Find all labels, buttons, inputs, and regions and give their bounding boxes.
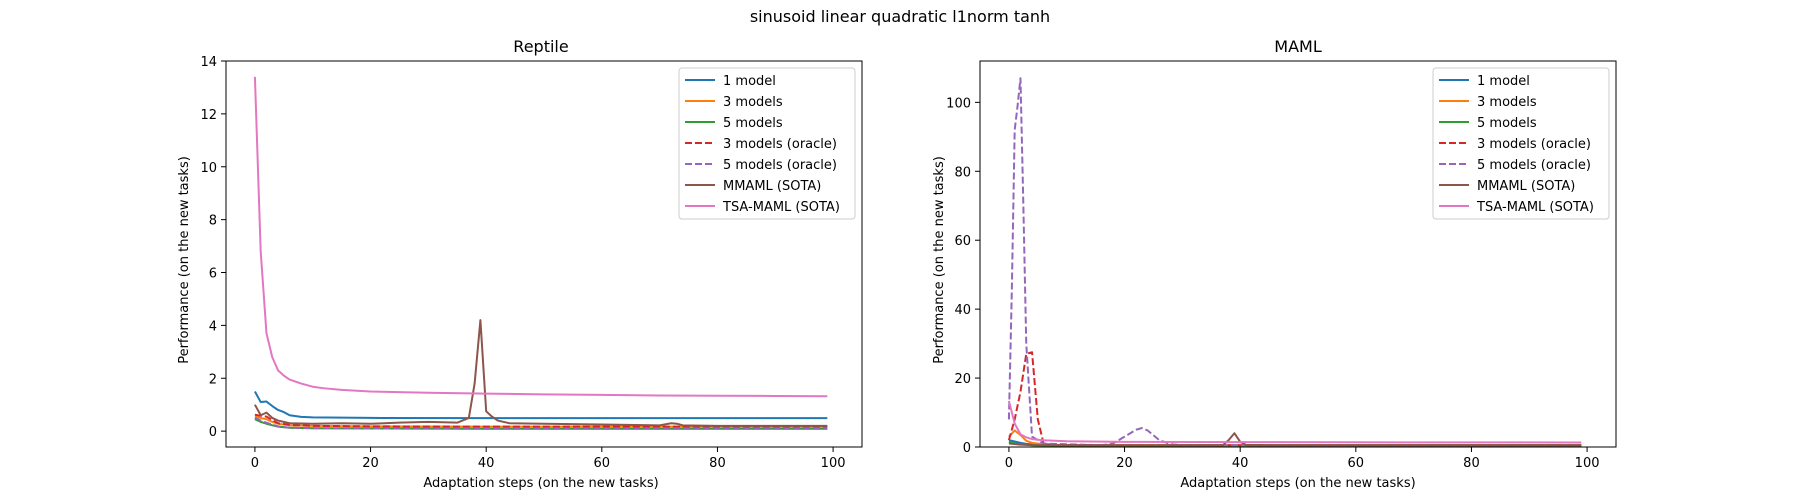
maml-legend-label: MMAML (SOTA) [1477,179,1575,194]
reptile-legend-box [678,67,856,220]
maml-ytick-label: 20 [954,372,971,387]
reptile-xtick-label: 20 [362,456,379,471]
maml-ytick-label: 60 [954,234,971,249]
reptile-title: Reptile [513,37,568,56]
reptile-legend: 1 model 3 models 5 models 3 models (oracle)… [678,67,856,220]
reptile-series-5 [254,319,828,427]
reptile-legend-label: MMAML (SOTA) [723,179,821,194]
maml-xtick-label: 80 [1463,456,1480,471]
maml-xtick-label: 100 [1575,456,1600,471]
reptile-xtick-label: 100 [821,456,846,471]
maml-series-6 [1007,400,1582,444]
maml-legend-label: 1 model [1477,74,1530,89]
maml-xlabel: Adaptation steps (on the new tasks) [1180,476,1415,491]
reptile-legend-label: 1 model [723,74,776,89]
reptile-legend-label: TSA-MAML (SOTA) [722,200,840,215]
reptile-ytick-label: 14 [200,55,217,70]
maml-xtick-label: 0 [1005,456,1013,471]
reptile-ytick-label: 6 [209,267,217,282]
maml-ytick-label: 100 [946,96,971,111]
reptile-series-3 [254,413,828,428]
reptile-xtick-label: 40 [478,456,495,471]
maml-xtick-label: 20 [1116,456,1133,471]
reptile-ytick-label: 8 [209,214,217,229]
maml-legend-label: 5 models (oracle) [1477,158,1591,173]
reptile-xtick-label: 80 [709,456,726,471]
reptile-legend-label: 3 models (oracle) [723,137,837,152]
reptile-ytick-label: 12 [200,108,217,123]
reptile-ytick-label: 4 [209,319,217,334]
reptile-xtick-label: 0 [251,456,259,471]
maml-axes-frame [979,60,1617,448]
maml-ytick-label: 0 [963,441,971,456]
figure-title: sinusoid linear quadratic l1norm tanh [750,7,1050,26]
maml-legend-box [1432,67,1610,220]
reptile-series-6 [253,76,828,398]
maml-title: MAML [1274,37,1322,56]
maml-legend-label: 5 models [1477,116,1537,131]
reptile-legend-label: 5 models (oracle) [723,158,837,173]
reptile-series-0 [254,391,828,420]
maml-ytick-label: 40 [954,303,971,318]
maml-series-5 [1008,432,1582,447]
reptile-xlabel: Adaptation steps (on the new tasks) [423,476,658,491]
reptile-ytick-label: 10 [200,161,217,176]
maml-legend-label: TSA-MAML (SOTA) [1476,200,1594,215]
maml-ylabel: Performance (on the new tasks) [932,156,947,364]
reptile-xtick-label: 60 [594,456,611,471]
reptile-ylabel: Performance (on the new tasks) [177,156,192,364]
reptile-ytick-label: 0 [209,425,217,440]
maml-ytick-label: 80 [954,165,971,180]
maml-legend: 1 model 3 models 5 models 3 models (oracle)… [1432,67,1610,220]
maml-panel: MAML Adaptation steps (on the new tasks)… [932,37,1617,491]
reptile-series-4 [254,417,828,430]
maml-series-3 [1007,351,1582,447]
maml-xtick-label: 40 [1232,456,1249,471]
reptile-series-1 [254,415,828,428]
reptile-series-2 [254,418,828,430]
maml-xtick-label: 60 [1348,456,1365,471]
reptile-axes-frame [225,60,863,448]
maml-legend-label: 3 models [1477,95,1537,110]
reptile-panel: Reptile Adaptation steps (on the new tas… [177,37,863,491]
reptile-legend-label: 5 models [723,116,783,131]
reptile-ytick-label: 2 [209,372,217,387]
maml-legend-label: 3 models (oracle) [1477,137,1591,152]
reptile-legend-label: 3 models [723,95,783,110]
